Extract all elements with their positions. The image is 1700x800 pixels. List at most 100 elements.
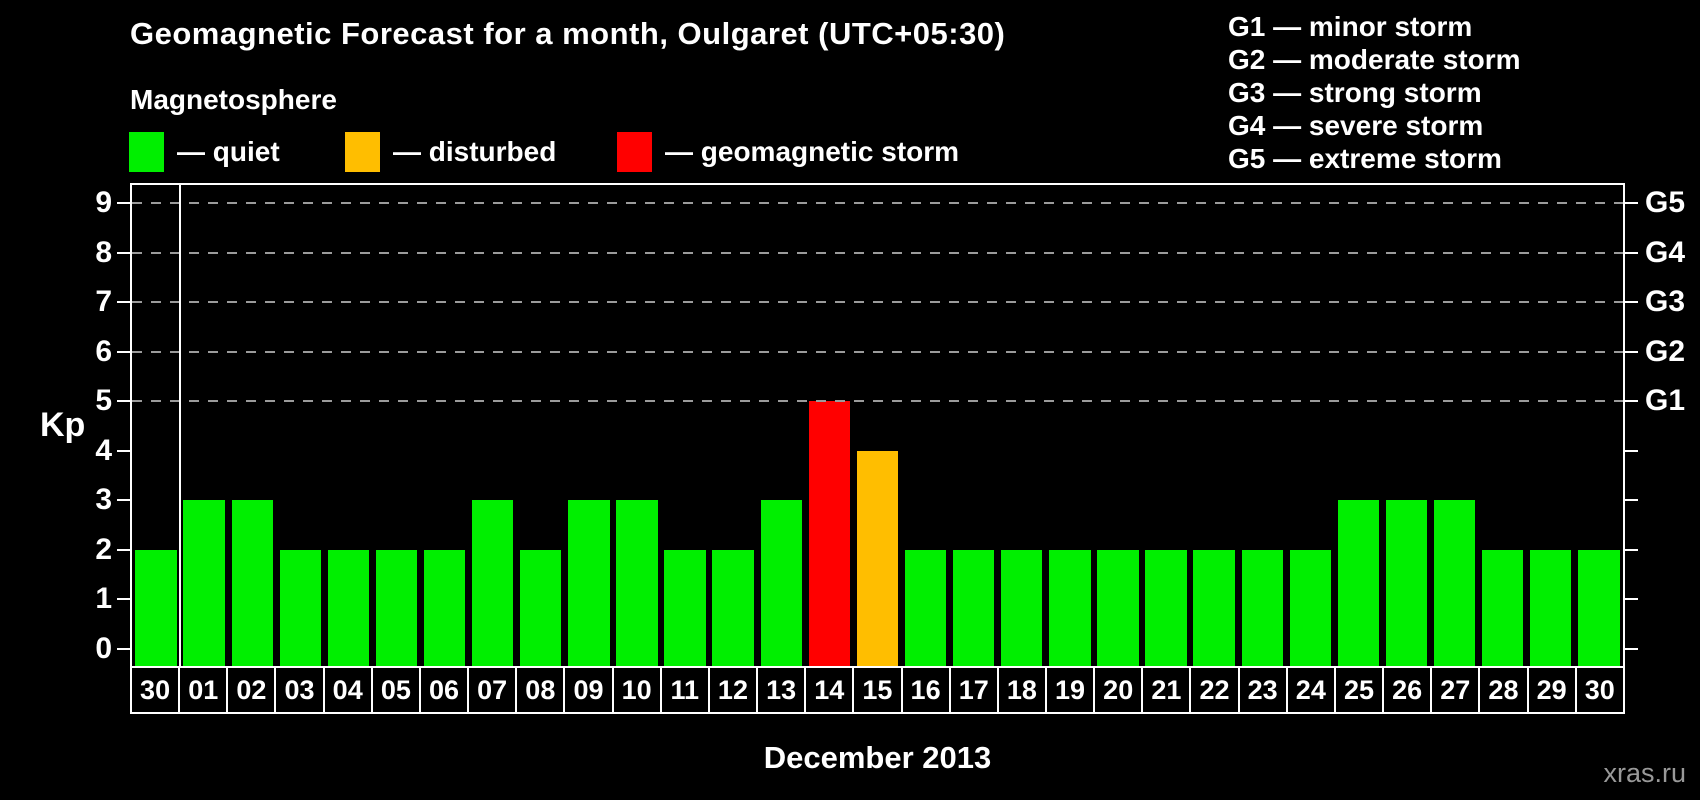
kp-bar-day-04-value-2 xyxy=(327,549,370,666)
legend-item-quiet: — quiet xyxy=(129,131,280,173)
left-tick-kp-3 xyxy=(117,499,130,502)
day-label-24: 24 xyxy=(1285,666,1336,714)
chart-title: Geomagnetic Forecast for a month, Oulgar… xyxy=(130,16,1006,51)
kp-bar-day-13-value-3 xyxy=(760,500,802,666)
y-tick-label-8: 8 xyxy=(95,235,112,269)
bar-slot-day-07 xyxy=(469,185,517,666)
storm-swatch xyxy=(617,132,652,172)
day-label-18: 18 xyxy=(996,666,1047,714)
day-label-05: 05 xyxy=(370,666,421,714)
kp-bar-day-02-value-3 xyxy=(231,500,273,666)
g-legend-line: G4 — severe storm xyxy=(1228,110,1484,141)
kp-bar-day-01-value-3 xyxy=(183,500,225,666)
legend-item-disturbed: — disturbed xyxy=(345,131,556,173)
bar-slot-day-30 xyxy=(132,185,180,666)
bar-slot-day-03 xyxy=(276,185,324,666)
kp-bar-day-07-value-3 xyxy=(472,500,514,666)
right-tick-kp-7 xyxy=(1625,301,1638,304)
left-tick-kp-9 xyxy=(117,202,130,204)
kp-bar-day-26-value-3 xyxy=(1385,500,1428,666)
kp-bar-day-08-value-2 xyxy=(520,549,562,666)
bar-slot-day-27 xyxy=(1431,185,1479,666)
bar-slot-day-14 xyxy=(805,185,853,666)
left-tick-kp-6 xyxy=(117,350,130,353)
day-label-19: 19 xyxy=(1044,666,1096,714)
bar-slot-day-23 xyxy=(1238,185,1286,666)
x-axis-day-labels: 30 01 02 03 04 05 06 07 08 09 10 11 12 13 14 15 16 17 18 19… xyxy=(130,666,1625,714)
kp-bar-day-10-value-3 xyxy=(616,500,658,666)
bar-slot-day-29 xyxy=(1527,185,1575,666)
right-axis-label-G4: G4 xyxy=(1645,235,1686,269)
day-label-09: 09 xyxy=(563,666,614,714)
plot-area xyxy=(130,183,1625,668)
bar-slot-day-09 xyxy=(565,185,613,666)
bar-slot-day-25 xyxy=(1334,185,1382,666)
kp-bar-day-16-value-2 xyxy=(904,549,947,666)
day-label-16: 16 xyxy=(900,666,951,714)
day-label-27: 27 xyxy=(1430,666,1481,714)
gridline-kp-5 xyxy=(132,400,1623,403)
day-label-14: 14 xyxy=(804,666,855,714)
bars-container xyxy=(132,185,1623,666)
left-tick-kp-7 xyxy=(117,301,130,304)
right-tick-kp-2 xyxy=(1625,548,1638,551)
bar-slot-day-04 xyxy=(324,185,372,666)
y-tick-label-2: 2 xyxy=(95,532,112,566)
kp-bar-day-14-value-5 xyxy=(808,401,851,666)
left-tick-kp-5 xyxy=(117,400,130,403)
bar-slot-day-06 xyxy=(421,185,469,666)
day-label-26: 26 xyxy=(1382,666,1433,714)
left-tick-kp-2 xyxy=(117,548,130,551)
right-axis-label-G5: G5 xyxy=(1645,186,1686,219)
day-label-04: 04 xyxy=(322,666,373,714)
bar-slot-day-18 xyxy=(998,185,1046,666)
kp-bar-day-29-value-2 xyxy=(1530,549,1572,666)
magnetosphere-legend-title: Magnetosphere xyxy=(130,84,337,115)
bar-slot-day-12 xyxy=(709,185,757,666)
left-tick-kp-4 xyxy=(117,449,130,452)
day-label-21: 21 xyxy=(1141,666,1192,714)
kp-bar-day-22-value-2 xyxy=(1193,549,1235,666)
legend-label-disturbed: — disturbed xyxy=(393,136,557,167)
right-tick-kp-5 xyxy=(1625,400,1638,403)
g-legend-line: G2 — moderate storm xyxy=(1228,44,1521,75)
left-tick-kp-0 xyxy=(117,648,130,650)
kp-bar-day-15-value-4 xyxy=(856,450,899,666)
bar-slot-day-24 xyxy=(1286,185,1334,666)
kp-bar-day-05-value-2 xyxy=(375,549,418,666)
y-tick-label-0: 0 xyxy=(95,632,112,665)
g-scale-legend: G1 — minor storm G2 — moderate storm G3 — … xyxy=(1228,10,1521,175)
bar-slot-day-28 xyxy=(1479,185,1527,666)
kp-bar-day-21-value-2 xyxy=(1145,549,1187,666)
bar-slot-day-16 xyxy=(902,185,950,666)
kp-bar-day-30-value-2 xyxy=(1578,549,1620,666)
kp-bar-day-18-value-2 xyxy=(1001,549,1043,666)
day-label-28: 28 xyxy=(1478,666,1529,714)
y-tick-label-7: 7 xyxy=(95,285,112,319)
g-legend-line: G5 — extreme storm xyxy=(1228,143,1502,174)
kp-bar-day-30-value-2 xyxy=(135,549,177,666)
day-label-06: 06 xyxy=(418,666,470,714)
day-label-08: 08 xyxy=(515,666,566,714)
gridline-kp-9 xyxy=(132,202,1623,204)
kp-bar-day-20-value-2 xyxy=(1097,549,1139,666)
bar-slot-day-02 xyxy=(228,185,276,666)
day-label-30: 30 xyxy=(130,666,181,714)
y-tick-label-9: 9 xyxy=(95,186,112,219)
bar-slot-day-22 xyxy=(1190,185,1238,666)
day-label-17: 17 xyxy=(948,666,999,714)
bar-slot-day-10 xyxy=(613,185,661,666)
kp-bar-day-28-value-2 xyxy=(1481,549,1524,666)
kp-bar-day-03-value-2 xyxy=(279,549,321,666)
right-tick-kp-1 xyxy=(1625,598,1638,601)
day-label-22: 22 xyxy=(1189,666,1240,714)
y-tick-label-3: 3 xyxy=(95,483,112,517)
bar-slot-day-13 xyxy=(757,185,805,666)
right-axis-label-G2: G2 xyxy=(1645,334,1686,368)
kp-bar-day-25-value-3 xyxy=(1337,500,1380,666)
bar-slot-day-15 xyxy=(853,185,901,666)
day-label-20: 20 xyxy=(1093,666,1144,714)
y-tick-label-4: 4 xyxy=(95,433,112,467)
bar-slot-day-08 xyxy=(517,185,565,666)
legend-item-storm: — geomagnetic storm xyxy=(617,131,959,173)
